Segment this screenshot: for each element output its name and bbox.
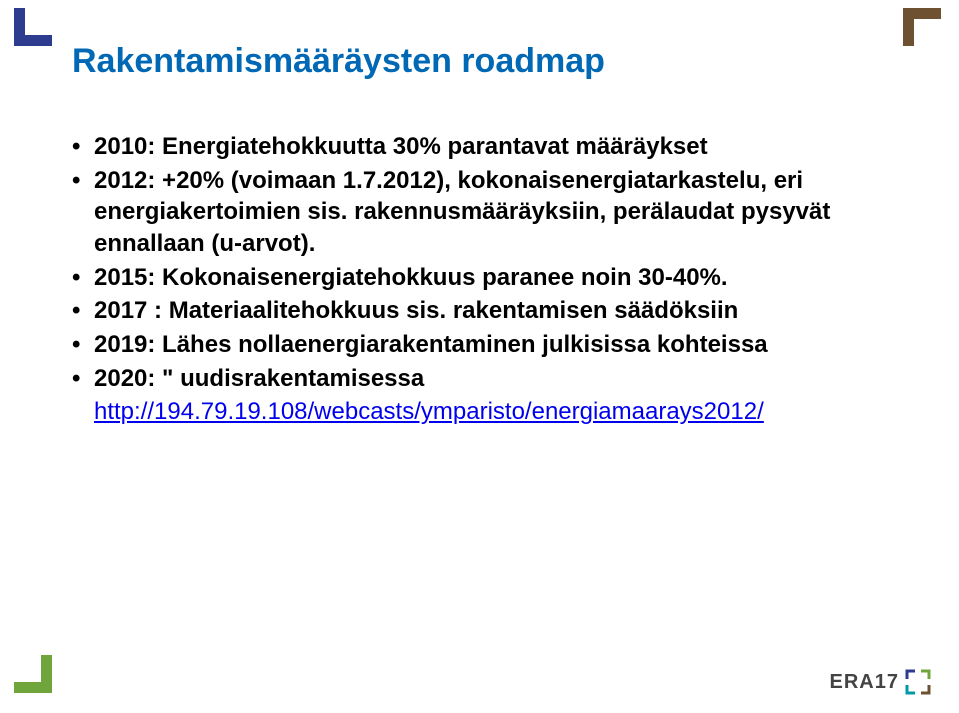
- bullet-item: 2010: Energiatehokkuutta 30% parantavat …: [72, 131, 887, 163]
- bullet-list: 2010: Energiatehokkuutta 30% parantavat …: [72, 131, 887, 428]
- era17-logo: ERA17: [830, 669, 931, 695]
- logo-seg-tr: [921, 671, 929, 679]
- bullet-item: 2012: +20% (voimaan 1.7.2012), kokonaise…: [72, 165, 887, 260]
- source-link[interactable]: http://194.79.19.108/webcasts/ymparisto/…: [94, 398, 764, 425]
- bullet-item: 2019: Lähes nollaenergiarakentaminen jul…: [72, 329, 887, 361]
- logo-seg-bl: [907, 685, 915, 693]
- bullet-item: 2017 : Materiaalitehokkuus sis. rakentam…: [72, 295, 887, 327]
- logo-mark: [905, 669, 931, 695]
- slide-title: Rakentamismääräysten roadmap: [72, 42, 887, 81]
- logo-seg-tl: [907, 671, 915, 679]
- link-item[interactable]: http://194.79.19.108/webcasts/ymparisto/…: [72, 396, 887, 428]
- logo-seg-br: [921, 685, 929, 693]
- slide: Rakentamismääräysten roadmap 2010: Energ…: [0, 0, 959, 713]
- bullet-item: 2020: " uudisrakentamisessa: [72, 363, 887, 395]
- logo-text: ERA17: [830, 671, 899, 694]
- corner-bottom-left: [14, 655, 52, 693]
- corner-top-right: [903, 8, 941, 46]
- corner-top-left: [14, 8, 52, 46]
- bullet-item: 2015: Kokonaisenergiatehokkuus paranee n…: [72, 262, 887, 294]
